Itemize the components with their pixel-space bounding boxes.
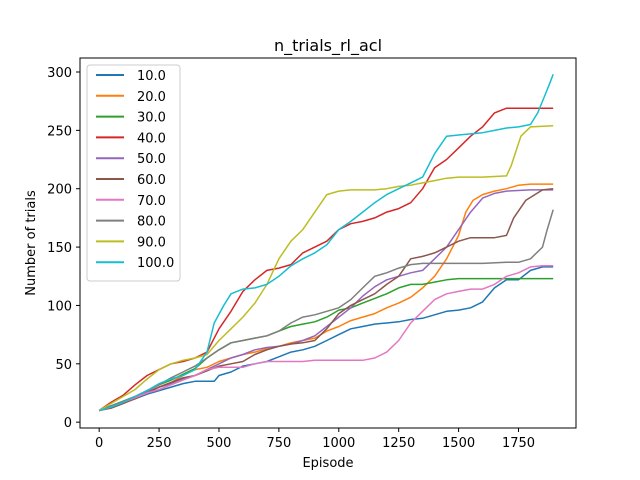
y-tick-label: 150	[47, 241, 72, 256]
y-tick-label: 100	[47, 299, 72, 314]
series-line-50-0	[98, 189, 554, 412]
legend-label: 40.0	[137, 131, 166, 146]
x-axis-label: Episode	[302, 456, 353, 471]
x-tick-label: 750	[266, 436, 291, 451]
legend-label: 60.0	[137, 173, 166, 188]
y-axis-label: Number of trials	[24, 190, 39, 296]
x-tick-label: 500	[207, 436, 232, 451]
legend-label: 90.0	[137, 235, 166, 250]
legend-box	[86, 64, 181, 282]
series-line-10-0	[98, 266, 554, 412]
series-line-90-0	[98, 124, 554, 412]
y-tick-label: 250	[47, 124, 72, 139]
chart-title: n_trials_rl_acl	[274, 36, 382, 56]
series-line-100-0	[98, 74, 554, 412]
plot-area: 0 250 500 750 1000 1250 1500 1750 0 50 100 150 200 25…	[47, 57, 577, 451]
x-tick-label: 1250	[382, 436, 415, 451]
x-tick-label: 1500	[442, 436, 475, 451]
y-tick-label: 300	[47, 66, 72, 81]
x-tick-label: 1750	[502, 436, 535, 451]
legend-label: 70.0	[137, 194, 166, 209]
series-line-70-0	[98, 265, 554, 412]
y-tick-label: 200	[47, 183, 72, 198]
x-tick-label: 250	[147, 436, 172, 451]
legend-label: 30.0	[137, 111, 166, 126]
y-tick-label: 0	[64, 416, 72, 431]
series-line-80-0	[98, 209, 554, 412]
legend-label: 50.0	[137, 152, 166, 167]
y-tick-label: 50	[55, 358, 72, 373]
x-tick-label: 0	[95, 436, 103, 451]
legend-label: 80.0	[137, 215, 166, 230]
legend-label: 100.0	[137, 256, 174, 271]
x-tick-label: 1000	[322, 436, 355, 451]
axes-frame	[79, 57, 577, 429]
legend-label: 20.0	[137, 90, 166, 105]
series-line-60-0	[99, 187, 554, 412]
legend-label: 10.0	[137, 69, 166, 84]
